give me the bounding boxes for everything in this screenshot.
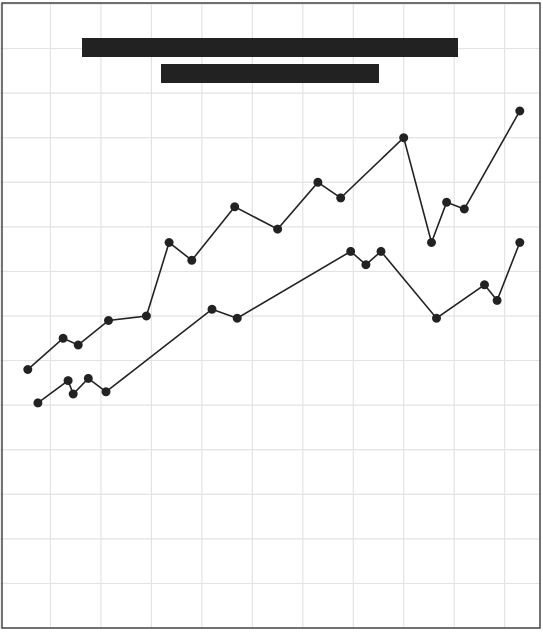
series-1-point bbox=[399, 133, 409, 143]
series-1-point bbox=[273, 224, 283, 234]
series-2-point bbox=[207, 304, 217, 314]
series-1-point bbox=[141, 311, 151, 321]
series-1-point bbox=[427, 238, 436, 247]
series-layer bbox=[23, 106, 525, 408]
series-1-point bbox=[336, 193, 346, 203]
chart-title-redacted bbox=[82, 38, 458, 57]
series-1-point bbox=[230, 202, 240, 212]
series-1-point bbox=[73, 340, 83, 350]
series-1-point bbox=[164, 238, 174, 247]
series-2-point bbox=[63, 376, 73, 386]
series-1-point bbox=[58, 333, 68, 343]
series-1-point bbox=[23, 365, 33, 374]
series-2-point bbox=[376, 246, 386, 256]
series-2-point bbox=[101, 387, 111, 397]
series-2-point bbox=[346, 246, 356, 256]
series-1-point bbox=[187, 255, 197, 265]
series-2-point bbox=[432, 313, 441, 323]
series-1-point bbox=[313, 177, 323, 187]
series-1-point bbox=[459, 204, 469, 214]
series-2-point bbox=[361, 260, 371, 270]
series-2-point bbox=[515, 238, 525, 247]
series-2-point bbox=[68, 389, 78, 399]
series-1-point bbox=[515, 106, 525, 116]
series-1-point bbox=[442, 197, 452, 207]
series-line-1 bbox=[27, 110, 521, 371]
series-1-point bbox=[104, 316, 113, 325]
series-2-point bbox=[492, 295, 502, 305]
series-2-point bbox=[33, 398, 43, 408]
chart-subtitle-redacted bbox=[161, 64, 379, 83]
series-2-point bbox=[232, 313, 242, 323]
series-2-point bbox=[83, 373, 93, 383]
series-2-point bbox=[480, 280, 489, 290]
